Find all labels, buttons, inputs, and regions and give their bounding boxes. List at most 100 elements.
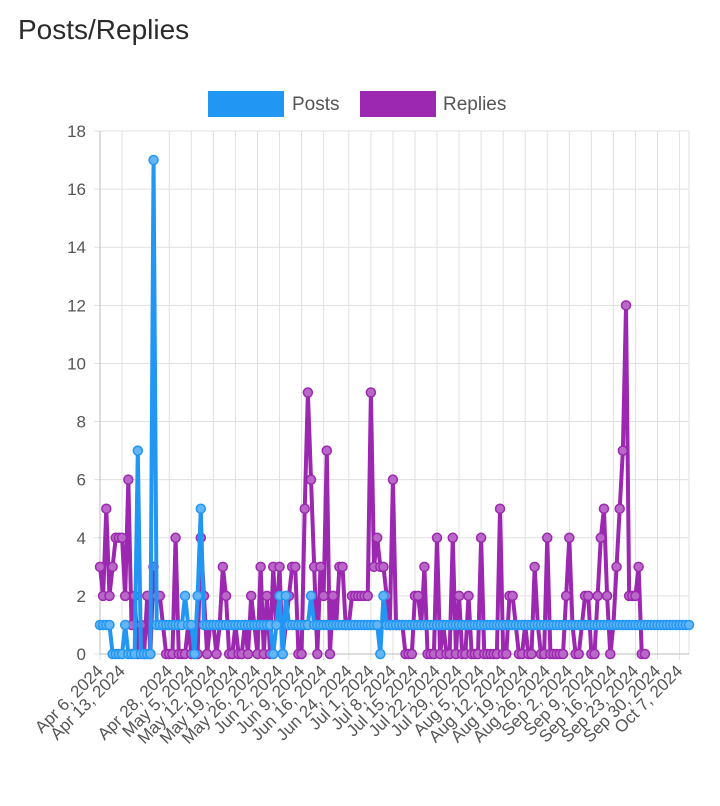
y-tick-label: 12 <box>67 296 86 315</box>
series-posts <box>94 154 695 660</box>
posts-point <box>132 445 144 456</box>
replies-point <box>406 648 418 660</box>
y-tick-label: 14 <box>67 238 86 257</box>
posts-point <box>179 590 191 602</box>
posts-point <box>186 619 197 631</box>
replies-point <box>220 590 232 602</box>
replies-point <box>318 590 329 602</box>
replies-point <box>371 532 383 544</box>
replies-point <box>507 590 518 602</box>
replies-point <box>463 590 474 602</box>
replies-point <box>107 561 118 573</box>
posts-point <box>378 590 389 602</box>
replies-point <box>573 648 585 660</box>
replies-point <box>261 590 273 602</box>
replies-point <box>201 648 213 660</box>
replies-point <box>305 474 317 485</box>
posts-point <box>305 590 317 602</box>
legend-swatch-replies <box>360 91 436 117</box>
replies-point <box>564 532 575 544</box>
legend-item-posts[interactable]: Posts <box>208 91 340 117</box>
y-axis: 0 2 4 6 8 10 12 14 16 18 <box>67 122 101 664</box>
chart-legend: Posts Replies <box>208 91 506 117</box>
posts-point <box>189 648 200 660</box>
replies-point <box>321 445 333 456</box>
replies-point <box>447 532 459 544</box>
replies-point <box>475 532 487 544</box>
y-tick-label: 8 <box>77 413 86 432</box>
posts-point <box>119 619 131 631</box>
y-tick-label: 0 <box>77 645 86 664</box>
replies-point <box>170 532 181 544</box>
posts-point <box>195 503 207 514</box>
legend-label-replies: Replies <box>443 94 506 115</box>
replies-point <box>557 648 569 660</box>
replies-point <box>526 648 537 660</box>
replies-point <box>501 648 512 660</box>
replies-point <box>299 503 310 514</box>
replies-point <box>617 445 629 456</box>
replies-point <box>582 590 594 602</box>
replies-point <box>592 590 603 602</box>
replies-point <box>365 387 377 398</box>
page-title: Posts/Replies <box>18 14 190 45</box>
replies-point <box>123 474 134 485</box>
posts-point <box>375 648 386 660</box>
posts-point <box>683 619 695 631</box>
replies-point <box>378 561 389 573</box>
replies-point <box>119 590 131 602</box>
replies-point <box>614 503 625 514</box>
replies-point <box>431 532 443 544</box>
posts-point <box>280 590 292 602</box>
legend-label-posts: Posts <box>292 94 340 115</box>
posts-point <box>371 619 383 631</box>
replies-point <box>560 590 572 602</box>
replies-point <box>245 590 257 602</box>
y-tick-label: 2 <box>77 587 86 606</box>
replies-point <box>327 590 339 602</box>
y-tick-label: 6 <box>77 471 86 490</box>
replies-point <box>633 561 644 573</box>
replies-point <box>104 590 115 602</box>
replies-point <box>116 532 128 544</box>
legend-swatch-posts <box>208 91 284 117</box>
replies-point <box>453 590 465 602</box>
replies-point <box>312 648 323 660</box>
replies-point <box>542 532 553 544</box>
posts-point <box>145 648 156 660</box>
replies-point <box>255 561 266 573</box>
replies-point <box>387 474 399 485</box>
replies-point <box>302 387 314 398</box>
y-tick-label: 16 <box>67 180 86 199</box>
replies-point <box>274 561 285 573</box>
y-tick-label: 4 <box>77 529 86 548</box>
replies-point <box>337 561 348 573</box>
replies-point <box>620 300 632 311</box>
posts-point <box>104 619 115 631</box>
replies-point <box>611 561 622 573</box>
replies-point <box>101 503 112 514</box>
replies-point <box>595 532 607 544</box>
replies-point <box>630 590 641 602</box>
replies-point <box>94 561 106 573</box>
replies-point <box>529 561 540 573</box>
posts-point <box>277 648 288 660</box>
replies-point <box>290 561 301 573</box>
y-tick-label: 18 <box>67 122 86 141</box>
posts-point <box>192 590 203 602</box>
replies-point <box>601 590 613 602</box>
replies-point <box>315 561 326 573</box>
legend-item-replies[interactable]: Replies <box>360 91 506 117</box>
replies-point <box>362 590 373 602</box>
replies-point <box>296 648 307 660</box>
replies-point <box>412 590 424 602</box>
replies-point <box>589 648 600 660</box>
replies-point <box>217 561 229 573</box>
replies-point <box>324 648 336 660</box>
replies-point <box>605 648 616 660</box>
replies-point <box>639 648 651 660</box>
replies-point <box>494 503 506 514</box>
replies-point <box>419 561 430 573</box>
